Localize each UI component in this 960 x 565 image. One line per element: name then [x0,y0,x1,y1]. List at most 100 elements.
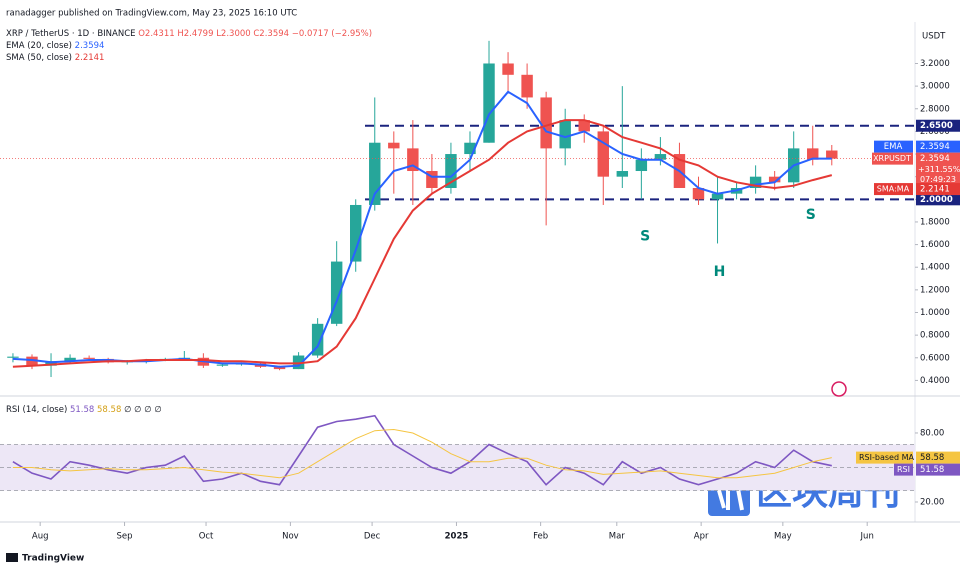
candle-body [521,74,533,98]
y-tick-label: 1.0000 [920,308,950,318]
sma-badge-name: SMA:MA [877,185,910,194]
candle-body [369,142,381,205]
rsi-badge-name: RSI [897,465,910,474]
candle-body [407,148,419,172]
y-tick-label: 0.8000 [920,331,950,341]
level-badge [916,119,960,132]
level-badge-label: 2.0000 [920,195,953,205]
legend-part: 2.2141 [75,53,105,63]
candle-body [540,97,552,149]
published-line: ranadagger published on TradingView.com,… [6,9,297,19]
currency-label: USDT [922,32,946,42]
x-tick-label: Jun [860,532,874,542]
candle-body [654,154,667,160]
price-badge-value: 2.3594 [920,154,950,164]
x-tick-label: Feb [533,532,548,542]
candle-body [64,357,76,362]
legend-part: O2.4311 H2.4799 L2.3000 C2.3594 −0.0717 … [138,29,372,39]
rsi-badge-value: 58.58 [920,453,944,463]
x-tick-label: 2025 [445,532,469,542]
y-tick-label: 0.6000 [920,353,950,363]
candle-body [578,120,590,132]
rsi-y-tick-label: 80.00 [920,428,944,438]
rsi-badge [916,451,960,464]
legend-part: RSI (14, close) [6,405,67,415]
candle-body [502,63,514,75]
legend-part: XRP / TetherUS · 1D · BINANCE [6,29,136,39]
y-tick-label: 0.4000 [920,376,950,386]
y-tick-label: 1.2000 [920,285,950,295]
footer-text: TradingView [22,554,84,564]
candle-body [807,148,819,160]
x-tick-label: Dec [364,532,381,542]
candle-body [350,204,362,262]
ema-badge [916,140,960,153]
rsi-legend: RSI (14, close) 51.58 58.58 ∅ ∅ ∅ ∅ [6,405,162,415]
candle-body [483,63,495,143]
sma-badge-tag [874,183,913,196]
level-badge-label: 2.6500 [920,121,953,131]
candle-body [426,171,438,188]
sma-badge-value: 2.2141 [920,185,950,195]
symbol-legend: XRP / TetherUS · 1D · BINANCE O2.4311 H2… [6,29,372,39]
x-tick-label: May [774,532,792,542]
candle-body [330,261,343,324]
candle-body [292,355,305,370]
ema-badge-tag [874,140,913,153]
candle-body [26,356,38,366]
x-tick-label: Oct [199,532,214,542]
legend-part: SMA (50, close) [6,53,72,63]
y-tick-label: 3.2000 [920,59,950,69]
price-badge-countdown: 07:49:23 [920,175,956,184]
footer-logo [6,553,18,562]
x-tick-label: Aug [32,532,49,542]
candle-body [216,364,229,366]
rsi-y-tick-label: 20.00 [920,497,944,507]
candle-body [388,142,400,149]
y-tick-label: 1.8000 [920,217,950,227]
y-tick-label: 1.6000 [920,240,950,250]
candle-body [692,187,705,200]
candle-body [445,154,457,188]
legend-part: EMA (20, close) [6,41,72,51]
candle-body [464,142,476,155]
candle-body [749,176,762,188]
series-line [12,428,832,479]
y-tick-label: 3.0000 [920,82,950,92]
rsi-badge [916,463,960,476]
series-line [12,119,833,368]
sma-badge [916,183,960,196]
candle-body [616,171,629,177]
candle-body [83,357,95,359]
candle-body [768,176,781,183]
legend-part: ∅ ∅ ∅ ∅ [124,405,162,415]
annotation: H [714,264,726,280]
legend-part: 58.58 [97,405,121,415]
rsi-badge-tag [856,451,913,464]
candle-body [273,366,286,370]
x-tick-label: Mar [609,532,626,542]
annotation: S [640,228,650,244]
level-badge [916,193,960,206]
series-legend: SMA (50, close) 2.2141 [6,53,104,63]
series-line [12,414,832,486]
legend-part: 2.3594 [75,41,105,51]
candle-body [559,120,571,149]
candle-body [7,356,19,358]
x-tick-label: Sep [117,532,133,542]
candle-body [597,131,609,177]
rsi-badge-name: RSI-based MA [859,453,914,462]
candle-body [635,159,648,172]
footer: TradingView [6,553,84,564]
y-tick-label: 1.4000 [920,263,950,273]
y-tick-label: 2.8000 [920,104,950,114]
rsi-badge-tag [894,463,913,476]
symbol-badge-name: XRPUSDT [873,154,911,163]
series-legend: EMA (20, close) 2.3594 [6,41,104,51]
annotation: S [806,207,816,223]
y-tick-label: 2.6000 [920,127,950,137]
rsi-badge-value: 51.58 [920,465,944,475]
symbol-badge-tag [872,152,913,165]
candle-body [311,323,324,356]
